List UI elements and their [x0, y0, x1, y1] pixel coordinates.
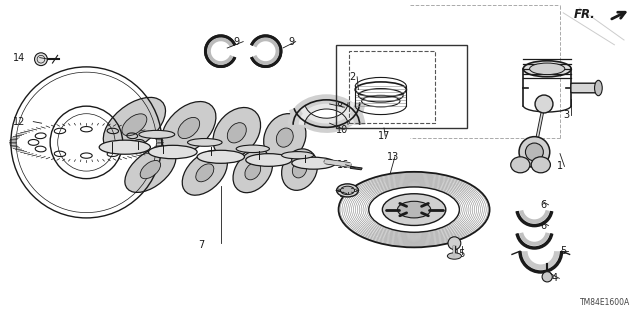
- Text: 14: 14: [13, 52, 26, 63]
- Ellipse shape: [292, 157, 335, 169]
- Ellipse shape: [542, 272, 552, 282]
- Ellipse shape: [340, 186, 355, 195]
- Ellipse shape: [245, 163, 260, 180]
- Ellipse shape: [276, 128, 293, 147]
- Ellipse shape: [139, 130, 175, 139]
- Text: 9: 9: [288, 36, 294, 47]
- Ellipse shape: [524, 61, 572, 77]
- Ellipse shape: [246, 154, 292, 166]
- Ellipse shape: [282, 152, 314, 159]
- Ellipse shape: [236, 145, 269, 153]
- Ellipse shape: [125, 147, 176, 192]
- Text: 6: 6: [541, 220, 547, 231]
- Text: 3: 3: [563, 110, 570, 120]
- Text: 13: 13: [387, 152, 399, 162]
- Ellipse shape: [530, 63, 565, 75]
- Text: 16: 16: [337, 160, 349, 170]
- Ellipse shape: [182, 150, 227, 195]
- Ellipse shape: [122, 114, 147, 136]
- Ellipse shape: [595, 80, 602, 96]
- Ellipse shape: [282, 149, 317, 190]
- Text: 4: 4: [552, 273, 558, 284]
- Ellipse shape: [447, 253, 461, 259]
- Bar: [350, 166, 362, 170]
- Text: 6: 6: [541, 200, 547, 210]
- Ellipse shape: [162, 101, 216, 155]
- Ellipse shape: [233, 150, 273, 193]
- Text: 17: 17: [378, 131, 390, 141]
- Text: 12: 12: [13, 116, 26, 127]
- Ellipse shape: [103, 97, 166, 152]
- Ellipse shape: [448, 237, 461, 250]
- Text: 1: 1: [557, 161, 563, 172]
- Ellipse shape: [292, 161, 307, 178]
- Text: 2: 2: [349, 72, 355, 82]
- Ellipse shape: [213, 108, 260, 158]
- Text: 8: 8: [336, 102, 342, 112]
- Text: 15: 15: [454, 249, 467, 260]
- Text: FR.: FR.: [573, 8, 595, 21]
- FancyBboxPatch shape: [571, 83, 600, 93]
- Ellipse shape: [140, 160, 161, 179]
- Ellipse shape: [188, 139, 222, 146]
- Ellipse shape: [397, 201, 431, 218]
- Ellipse shape: [531, 157, 550, 173]
- Ellipse shape: [525, 143, 543, 161]
- Bar: [349, 51, 435, 123]
- Ellipse shape: [197, 150, 244, 163]
- Ellipse shape: [519, 137, 550, 167]
- Text: 9: 9: [234, 36, 240, 47]
- Text: 11: 11: [339, 188, 351, 199]
- Ellipse shape: [227, 123, 246, 143]
- Text: 10: 10: [336, 124, 348, 135]
- Ellipse shape: [382, 194, 446, 226]
- Text: 7: 7: [198, 240, 205, 250]
- Ellipse shape: [535, 95, 553, 113]
- Ellipse shape: [35, 53, 47, 66]
- Ellipse shape: [337, 184, 358, 197]
- Ellipse shape: [196, 164, 214, 182]
- Text: TM84E1600A: TM84E1600A: [580, 298, 630, 307]
- Ellipse shape: [148, 145, 197, 159]
- Text: 5: 5: [560, 246, 566, 256]
- Bar: [336, 45, 467, 128]
- Ellipse shape: [264, 114, 306, 162]
- Ellipse shape: [511, 157, 530, 173]
- Ellipse shape: [178, 117, 200, 139]
- Ellipse shape: [99, 140, 150, 154]
